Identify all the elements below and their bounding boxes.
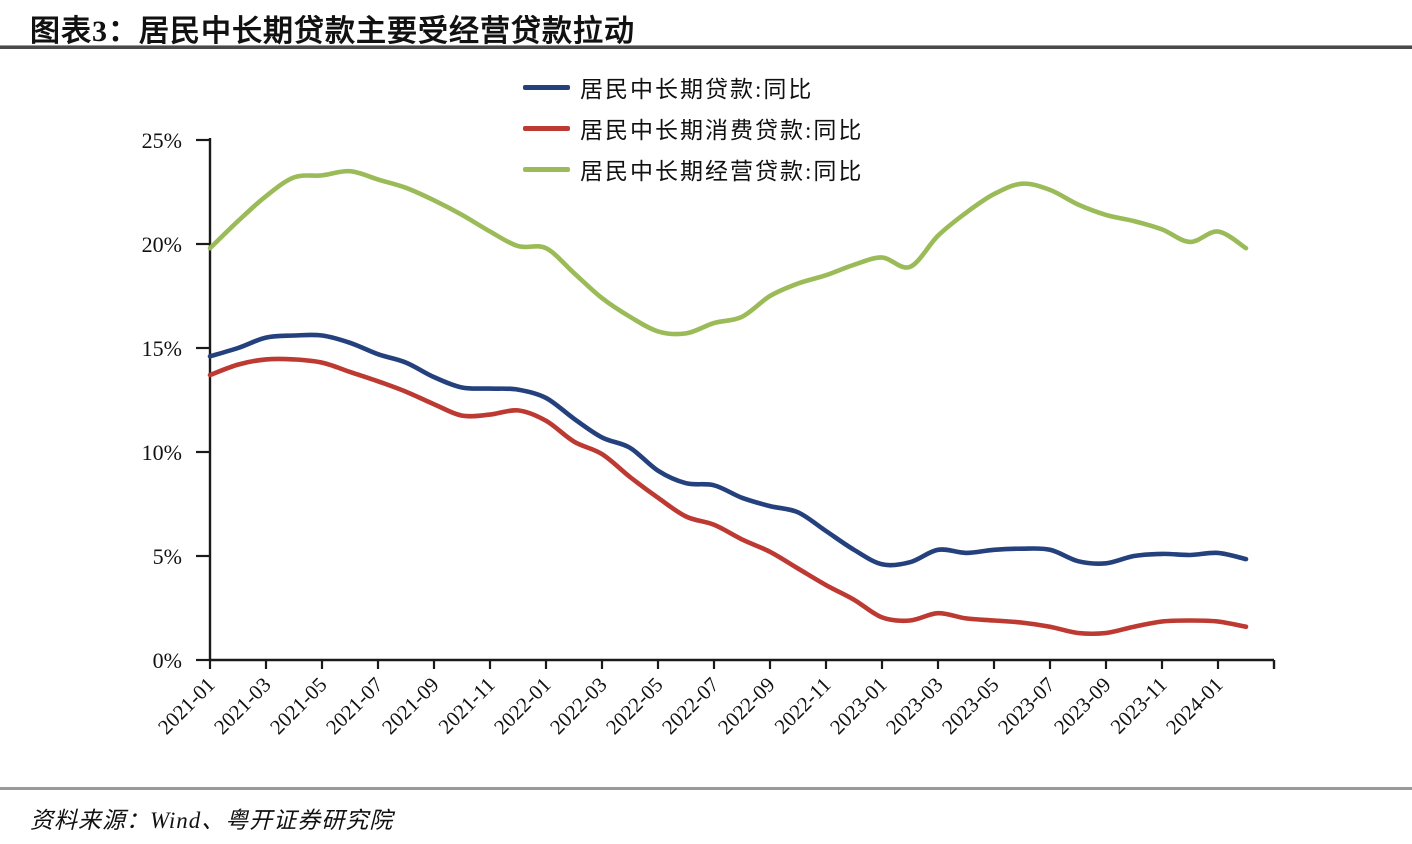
chart-title: 图表3：居民中长期贷款主要受经营贷款拉动 xyxy=(30,15,635,48)
x-axis-tick-label: 2022-01 xyxy=(489,673,555,739)
x-axis-tick-label: 2023-07 xyxy=(993,673,1059,739)
x-axis-tick-label: 2024-01 xyxy=(1161,673,1227,739)
x-axis-tick-label: 2022-09 xyxy=(713,673,779,739)
x-axis-tick-label: 2023-09 xyxy=(1049,673,1115,739)
x-axis-tick-label: 2021-09 xyxy=(377,673,443,739)
x-axis-tick-label: 2021-01 xyxy=(153,673,219,739)
legend-swatch-green xyxy=(523,166,570,172)
chart-legend: 居民中长期贷款:同比 居民中长期消费贷款:同比 居民中长期经营贷款:同比 xyxy=(523,72,863,184)
legend-swatch-blue xyxy=(523,84,570,90)
x-axis-tick-label: 2023-05 xyxy=(937,673,1003,739)
x-axis-tick-label: 2021-11 xyxy=(434,673,500,739)
x-axis-tick-label: 2023-11 xyxy=(1106,673,1172,739)
title-divider xyxy=(0,45,1412,49)
legend-item-business-loans: 居民中长期经营贷款:同比 xyxy=(523,154,863,184)
legend-swatch-red xyxy=(523,125,570,131)
y-axis-tick-label: 25% xyxy=(142,128,182,153)
legend-label: 居民中长期贷款:同比 xyxy=(580,77,814,102)
source-note: 资料来源：Wind、粤开证券研究院 xyxy=(30,808,394,833)
series-line-total-loans xyxy=(207,332,1249,568)
footer-divider xyxy=(0,787,1412,790)
x-axis-tick-label: 2022-03 xyxy=(545,673,611,739)
y-axis-tick-label: 20% xyxy=(142,232,182,257)
series-line-business-loans xyxy=(207,168,1249,337)
legend-label: 居民中长期消费贷款:同比 xyxy=(580,118,864,143)
x-axis-tick-label: 2022-05 xyxy=(601,673,667,739)
x-axis-tick-label: 2021-05 xyxy=(265,673,331,739)
x-axis-tick-label: 2022-11 xyxy=(770,673,836,739)
legend-item-consumer-loans: 居民中长期消费贷款:同比 xyxy=(523,113,863,143)
series-line-consumer-loans xyxy=(207,356,1249,637)
y-axis-tick-label: 5% xyxy=(153,544,182,569)
y-axis-tick-label: 0% xyxy=(153,648,182,673)
x-axis-tick-label: 2021-07 xyxy=(321,673,387,739)
legend-label: 居民中长期经营贷款:同比 xyxy=(580,159,864,184)
y-axis-tick-label: 15% xyxy=(142,336,182,361)
x-axis-tick-label: 2023-01 xyxy=(825,673,891,739)
y-axis-tick-label: 10% xyxy=(142,440,182,465)
x-axis-tick-label: 2023-03 xyxy=(881,673,947,739)
x-axis-tick-label: 2022-07 xyxy=(657,673,723,739)
x-axis-tick-label: 2021-03 xyxy=(209,673,275,739)
legend-item-loans-total: 居民中长期贷款:同比 xyxy=(523,72,863,102)
